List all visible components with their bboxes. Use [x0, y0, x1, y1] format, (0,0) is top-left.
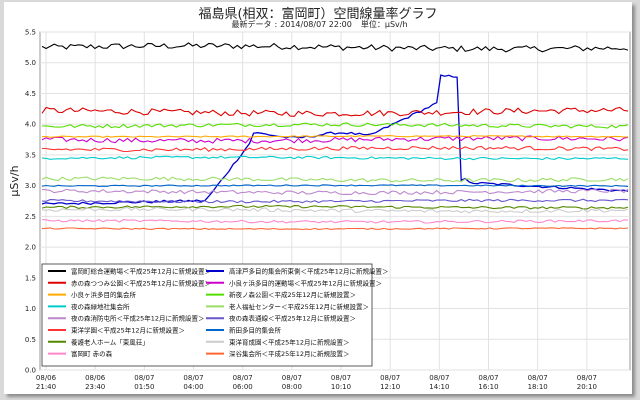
legend-entry: 夜の森消防屯所＜平成25年12月に新規設置＞ — [71, 314, 205, 323]
y-tick-label: 5.0 — [25, 59, 36, 67]
series-line — [41, 42, 629, 53]
chart-frame: 福島県(相双：富岡町）空間線量率グラフ 最新データ:2014/08/07 22:… — [4, 2, 632, 394]
y-tick-label: 0.0 — [25, 367, 36, 375]
x-tick-date: 08/06 — [85, 374, 106, 382]
chart-subtitle: 最新データ:2014/08/07 22:00 単位：μSv/h — [4, 19, 632, 30]
legend-entry: 新田多目的集会所 — [229, 326, 282, 335]
x-tick-time: 16:10 — [478, 383, 498, 391]
x-tick-date: 08/07 — [183, 374, 203, 382]
x-tick-time: 21:40 — [36, 383, 56, 391]
x-tick-time: 01:50 — [134, 383, 154, 391]
legend-entry: 小良ヶ浜多目的集会所 — [71, 290, 137, 299]
x-tick-time: 20:10 — [577, 383, 597, 391]
line-chart: 0.0 0.5 1.0 1.5 2.0 2.5 3.0 3.5 4.0 4.5 5.0 5.5 08/0… — [8, 29, 631, 391]
x-tick-date: 08/07 — [429, 374, 449, 382]
y-tick-label: 3.0 — [25, 182, 36, 190]
legend-entry: 夜の森緑地社集会所 — [71, 302, 130, 311]
series-line — [41, 106, 629, 117]
series-line — [41, 227, 629, 231]
y-axis-label: μSv/h — [8, 165, 21, 196]
series-line — [41, 206, 629, 214]
x-tick-time: 12:10 — [380, 383, 400, 391]
x-tick-date: 08/07 — [282, 374, 302, 382]
legend-entry: 養護老人ホーム「東風荘」 — [71, 337, 149, 346]
y-tick-label: 4.0 — [25, 121, 36, 129]
x-tick-time: 10:10 — [331, 383, 351, 391]
x-tick-date: 08/06 — [36, 374, 57, 382]
x-tick-date: 08/07 — [331, 374, 351, 382]
series-line — [41, 218, 629, 224]
y-tick-label: 0.5 — [25, 336, 36, 344]
y-tick-label: 5.5 — [25, 29, 36, 37]
latest-data-label: 最新データ:2014/08/07 22:00 — [231, 20, 352, 29]
legend-entry: 赤の森つつみ公園＜平成25年12月に新規設置＞ — [71, 278, 211, 287]
series-line — [41, 188, 629, 195]
series-line — [41, 184, 629, 188]
chart-title: 福島県(相双：富岡町）空間線量率グラフ — [198, 7, 438, 22]
x-tick-time: 06:00 — [233, 383, 253, 391]
legend-box — [41, 263, 373, 367]
y-tick-label: 4.5 — [25, 90, 36, 98]
x-tick-time: 14:10 — [429, 383, 449, 391]
legend-entry: 富岡町総合運動場＜平成25年12月に新規設置＞ — [71, 267, 211, 276]
x-tick-time: 04:00 — [183, 383, 203, 391]
series-line — [41, 176, 629, 183]
x-tick-date: 08/07 — [528, 374, 548, 382]
series-line — [41, 135, 629, 144]
series-line — [41, 204, 629, 210]
legend-entry: 富岡町 赤の森 — [71, 349, 113, 358]
series-line — [42, 145, 629, 153]
legend-entry: 新夜ノ森公園＜平成25年12月に新規設置＞ — [229, 290, 356, 299]
x-tick-time: 23:40 — [85, 383, 105, 391]
series-line — [41, 155, 629, 161]
unit-label: 単位：μSv/h — [360, 20, 408, 29]
series-line — [41, 122, 629, 129]
legend-entry: 東洋育成園＜平成25年12月に新規設置＞ — [229, 337, 350, 346]
series-line — [41, 198, 629, 204]
x-tick-date: 08/07 — [233, 374, 253, 382]
y-tick-label: 2.0 — [25, 244, 36, 252]
legend-entry: 老人福祉センター＜平成25年12月に新規設置＞ — [229, 302, 369, 311]
series-line — [41, 135, 629, 138]
y-tick-label: 2.5 — [25, 213, 36, 221]
x-tick-date: 08/07 — [478, 374, 498, 382]
y-tick-label: 1.5 — [25, 274, 36, 282]
legend-entry: 深谷集会所＜平成25年12月に新規設置＞ — [229, 349, 350, 358]
legend-entry: 小良ヶ浜多目的運動場＜平成25年12月に新規設置＞ — [229, 278, 382, 287]
y-tick-label: 3.5 — [25, 151, 36, 159]
x-tick-date: 08/07 — [577, 374, 597, 382]
x-tick-time: 08:00 — [282, 383, 302, 391]
x-tick-date: 08/07 — [380, 374, 400, 382]
legend-entry: 夜の森表通線＜平成25年12月に新規設置＞ — [229, 314, 356, 323]
legend-entry: 東洋学園＜平成25年12月に新規設置＞ — [71, 326, 185, 335]
y-tick-label: 1.0 — [25, 305, 36, 313]
legend-entry: 高津戸多目的集会所東側＜平成25年12月に新規設置＞ — [229, 267, 389, 276]
x-tick-date: 08/07 — [134, 374, 154, 382]
x-tick-time: 18:10 — [528, 383, 548, 391]
